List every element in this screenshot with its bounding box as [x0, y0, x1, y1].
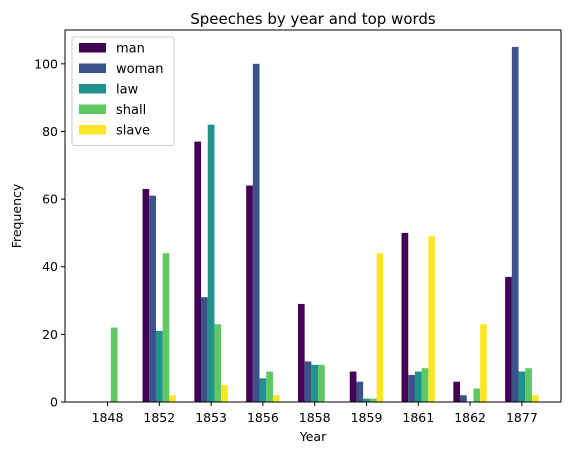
y-tick-label: 20 [42, 327, 58, 342]
y-tick-label: 80 [42, 124, 58, 139]
bar-slave-1862 [480, 324, 487, 402]
plot-frame [64, 29, 562, 403]
bar-slave-1861 [428, 236, 436, 402]
legend-swatch-man [79, 43, 106, 53]
legend-swatch-shall [79, 104, 106, 114]
x-tick-label: 1877 [506, 410, 538, 425]
y-axis-label: Frequency [9, 183, 24, 248]
bar-slave-1852 [169, 395, 177, 402]
bar-slave-1853 [221, 385, 228, 402]
legend-label-slave: slave [116, 124, 150, 139]
x-axis-label: Year [299, 429, 327, 444]
bar-woman-1861 [408, 374, 415, 402]
bar-law-1853 [207, 124, 215, 402]
bar-woman-1859 [356, 381, 364, 402]
bar-man-1858 [297, 303, 305, 402]
bar-woman-1862 [460, 395, 467, 402]
bar-slave-1859 [376, 253, 384, 402]
bar-man-1852 [142, 188, 150, 402]
bar-man-1862 [453, 381, 461, 402]
x-tick-label: 1853 [195, 410, 227, 425]
bar-man-1856 [246, 185, 253, 402]
bar-woman-1877 [511, 46, 519, 402]
bar-man-1859 [349, 371, 357, 402]
bar-shall-1877 [525, 368, 532, 402]
y-tick-label: 100 [34, 56, 58, 71]
x-tick-label: 1856 [247, 410, 279, 425]
bar-woman-1853 [201, 297, 208, 402]
y-tick-label: 60 [42, 192, 58, 207]
chart-title: Speeches by year and top words [190, 10, 436, 28]
legend-swatch-slave [79, 125, 106, 135]
bar-law-1859 [363, 398, 370, 402]
bar-shall-1858 [318, 364, 325, 402]
bar-shall-1852 [162, 253, 170, 402]
legend-swatch-law [79, 84, 106, 94]
bar-slave-1877 [531, 395, 539, 402]
bar-law-1861 [414, 371, 422, 402]
bar-law-1858 [311, 364, 319, 402]
bar-law-1856 [259, 378, 267, 402]
y-tick-label: 0 [50, 395, 58, 410]
legend: man woman law shall slave [71, 36, 175, 146]
bar-man-1861 [401, 232, 409, 402]
x-tick-label: 1848 [92, 410, 124, 425]
x-tick-label: 1861 [402, 410, 434, 425]
bar-shall-1861 [421, 368, 429, 402]
x-axis: 1848 1852 1853 1856 1858 1859 1861 1862 1877 [92, 402, 538, 425]
bar-shall-1853 [214, 324, 222, 402]
legend-label-man: man [116, 42, 145, 57]
bar-woman-1852 [149, 195, 156, 402]
bar-law-1852 [155, 330, 163, 402]
bar-woman-1858 [304, 361, 312, 402]
bar-slave-1856 [272, 395, 280, 402]
y-tick-label: 40 [42, 259, 58, 274]
x-tick-label: 1852 [143, 410, 175, 425]
bar-man-1853 [194, 141, 202, 402]
x-tick-label: 1859 [351, 410, 383, 425]
bar-shall-1856 [266, 371, 273, 402]
x-tick-label: 1862 [454, 410, 486, 425]
x-tick-label: 1858 [299, 410, 331, 425]
legend-label-shall: shall [116, 103, 146, 118]
y-axis: 0 20 40 60 80 100 [34, 56, 65, 410]
legend-label-law: law [116, 83, 139, 98]
legend-label-woman: woman [116, 62, 163, 77]
bar-law-1877 [518, 371, 526, 402]
bar-shall-1859 [369, 398, 377, 402]
legend-swatch-woman [79, 63, 106, 73]
bar-woman-1856 [252, 63, 260, 402]
bars-group [110, 46, 539, 402]
bar-shall-1848 [110, 327, 118, 402]
bar-shall-1862 [473, 388, 481, 402]
bar-man-1877 [505, 276, 512, 402]
